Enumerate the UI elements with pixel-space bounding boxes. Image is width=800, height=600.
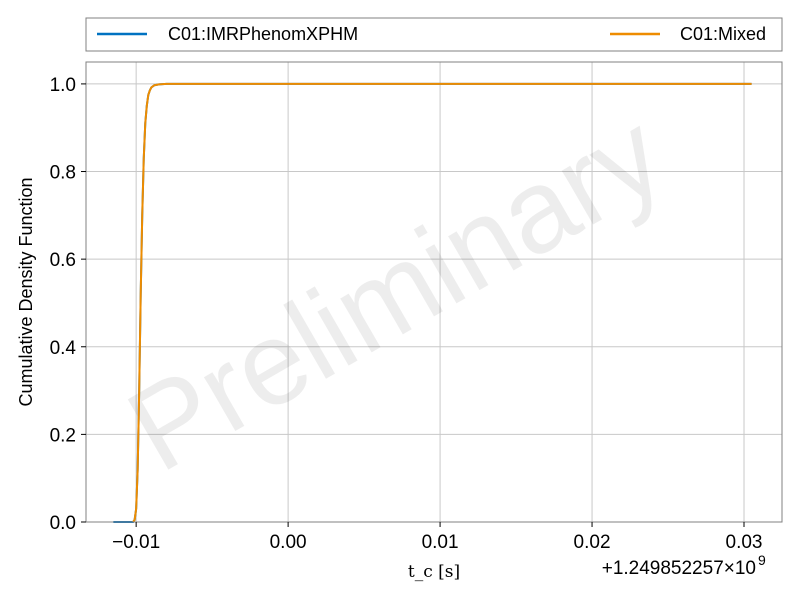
series-lines <box>113 82 752 523</box>
y-tick-label: 0.6 <box>50 250 76 271</box>
legend: C01:IMRPhenomXPHM C01:Mixed <box>85 17 783 52</box>
y-ticks: 0.0 0.2 0.4 0.6 0.8 1.0 <box>50 75 86 534</box>
y-tick-label: 0.2 <box>50 425 76 446</box>
legend-label-imrphenomxphm: C01:IMRPhenomXPHM <box>168 24 358 44</box>
y-tick-label: 1.0 <box>50 75 76 96</box>
x-axis-label: t_c [s] <box>408 562 460 582</box>
legend-frame <box>85 17 783 52</box>
x-tick-label: 0.01 <box>422 532 459 553</box>
x-offset-label: +1.249852257×10 <box>602 558 756 579</box>
y-axis-label: Cumulative Density Function <box>16 177 36 406</box>
x-tick-label: 0.03 <box>726 532 763 553</box>
y-tick-label: 0.8 <box>50 163 76 184</box>
x-tick-label: 0.00 <box>270 532 307 553</box>
plot-frame <box>85 61 783 523</box>
x-tick-label: −0.01 <box>112 532 160 553</box>
plot-area <box>86 62 782 522</box>
series-line-c01-mixed <box>132 82 752 523</box>
y-tick-label: 0.4 <box>50 338 77 359</box>
x-offset-exponent: 9 <box>758 552 766 568</box>
x-tick-label: 0.02 <box>574 532 611 553</box>
x-ticks: −0.01 0.00 0.01 0.02 0.03 <box>112 522 763 553</box>
legend-label-mixed: C01:Mixed <box>680 24 766 44</box>
y-tick-label: 0.0 <box>50 513 76 534</box>
